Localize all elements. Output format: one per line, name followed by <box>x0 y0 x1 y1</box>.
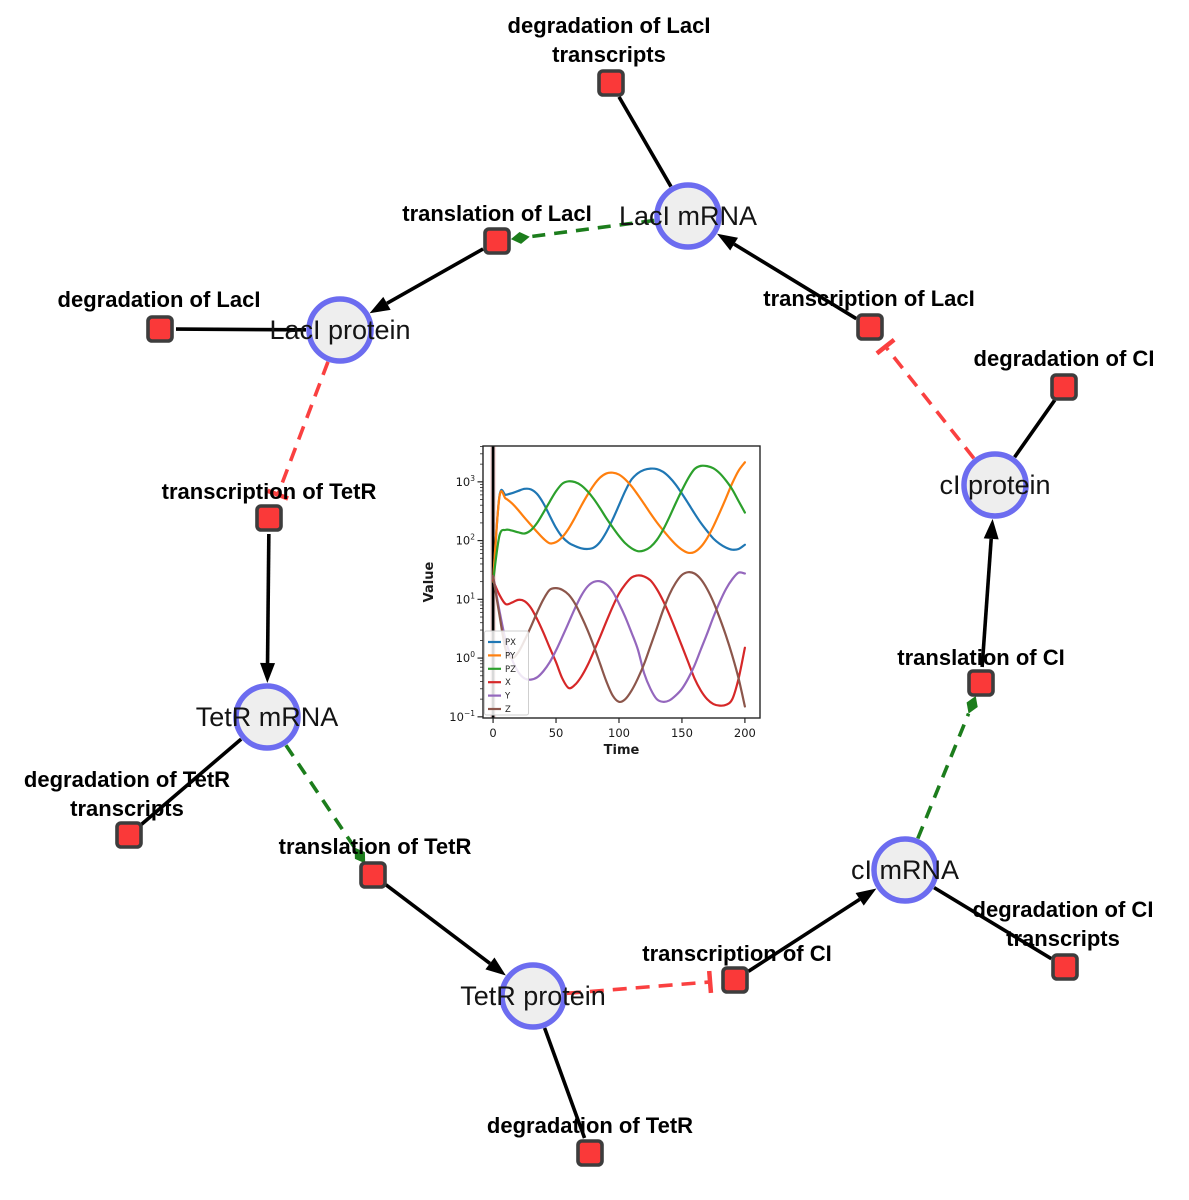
edge-modifier-laci_mrna-transl_laci-diamond <box>510 232 530 244</box>
legend-label-Z: Z <box>505 705 511 715</box>
species-label-laci_protein: LacI protein <box>269 315 410 345</box>
reaction-node-deg_tetr_transcripts[interactable] <box>115 821 143 849</box>
edge-product-transcr_ci-ci_mrna-arrowhead <box>855 888 877 906</box>
x-tick-label: 200 <box>734 726 756 740</box>
species-label-laci_mrna: LacI mRNA <box>619 201 757 231</box>
species-label-ci_mrna: cI mRNA <box>851 855 959 885</box>
species-node-ci_protein[interactable] <box>961 451 1029 519</box>
y-tick-label: 101 <box>456 591 476 606</box>
edge-product-transl_tetr-tetr_protein <box>384 883 492 965</box>
chart-legend: PX PY PZ XYZ <box>484 630 529 716</box>
reaction-label-deg_ci_transcripts: degradation of CI transcripts <box>973 897 1154 951</box>
edge-product-transcr_ci-ci_mrna <box>747 897 861 973</box>
label-layer: degradation of LacI transcripts translatio… <box>24 13 1155 1138</box>
chart-series-PX <box>491 467 746 583</box>
y-tick-label: 103 <box>456 474 476 489</box>
reaction-label-deg_laci: degradation of LacI <box>58 287 261 312</box>
edge-product-transl_ci-ci_protein-arrowhead <box>983 518 999 540</box>
edge-modifier-tetr_mrna-transl_tetr-diamond <box>354 847 366 864</box>
edge-layer <box>139 95 1057 1139</box>
reaction-label-deg_tetr: degradation of TetR <box>487 1113 693 1138</box>
edge-reactant-ci_mrna-deg_ci_transcripts <box>933 886 1053 961</box>
legend-label-PZ: PZ <box>505 665 516 675</box>
reaction-label-deg_ci: degradation of CI <box>974 346 1155 371</box>
edge-inhibitor-tetr_protein-transcr_ci-tee <box>706 970 714 994</box>
inset-timecourse-chart: 0 50 100 150 20010−1100101102103TimeValuePXP… <box>422 445 761 758</box>
legend-label-PX: PX <box>505 638 516 648</box>
species-label-tetr_mrna: TetR mRNA <box>196 702 339 732</box>
edge-inhibitor-ci_protein-transcr_laci <box>884 345 976 460</box>
species-label-ci_protein: cI protein <box>939 470 1050 500</box>
species-node-tetr_mrna[interactable] <box>233 683 301 751</box>
reaction-node-deg_laci[interactable] <box>146 315 174 343</box>
reaction-node-transcr_tetr[interactable] <box>255 504 283 532</box>
edge-product-transcr_laci-laci_mrna-arrowhead <box>717 233 739 251</box>
edge-product-transcr_tetr-tetr_mrna <box>265 533 271 664</box>
edge-product-transcr_tetr-tetr_mrna-arrowhead <box>260 662 276 684</box>
reaction-node-deg_ci_transcripts[interactable] <box>1051 953 1079 981</box>
chart-series-X <box>491 574 746 707</box>
reaction-node-transl_tetr[interactable] <box>359 861 387 889</box>
x-tick-label: 0 <box>489 726 496 740</box>
reaction-label-transcr_tetr: transcription of TetR <box>162 479 377 504</box>
species-label-tetr_protein: TetR protein <box>460 981 606 1011</box>
chart-series-PZ <box>491 464 746 583</box>
chart-series-PY <box>491 461 746 583</box>
reaction-node-transcr_ci[interactable] <box>721 966 749 994</box>
legend-box <box>484 630 529 716</box>
reaction-label-transcr_laci: transcription of LacI <box>763 286 974 311</box>
edge-reactant-laci_mrna-deg_laci_transcripts <box>617 95 673 188</box>
x-tick-label: 50 <box>549 726 564 740</box>
edge-reactant-tetr_mrna-deg_tetr_transcripts <box>139 737 243 826</box>
y-tick-label: 100 <box>456 650 476 665</box>
reaction-layer <box>115 69 1079 1167</box>
edge-inhibitor-laci_protein-transcr_tetr-tee <box>266 488 289 501</box>
x-tick-label: 100 <box>608 726 630 740</box>
y-tick-label: 102 <box>456 533 476 548</box>
edge-product-transl_laci-laci_protein-arrowhead <box>369 296 391 314</box>
x-tick-label: 150 <box>671 726 693 740</box>
y-tick-label: 10−1 <box>449 709 475 724</box>
edge-reactant-laci_protein-deg_laci <box>175 327 307 332</box>
edge-inhibitor-laci_protein-transcr_tetr <box>276 361 330 496</box>
reaction-label-deg_tetr_transcripts: degradation of TetR transcripts <box>24 767 230 821</box>
reaction-label-deg_laci_transcripts: degradation of LacI transcripts <box>508 13 711 67</box>
reaction-node-transl_ci[interactable] <box>967 669 995 697</box>
edge-modifier-tetr_mrna-transl_tetr <box>284 744 357 849</box>
species-layer <box>233 182 1029 1030</box>
edge-reactant-ci_protein-deg_ci <box>1013 399 1057 459</box>
reaction-node-transl_laci[interactable] <box>483 227 511 255</box>
chart-series-Y <box>491 571 746 703</box>
x-axis-label: Time <box>604 743 640 758</box>
edge-reactant-tetr_protein-deg_tetr <box>542 1027 587 1139</box>
reaction-label-transcr_ci: transcription of CI <box>642 941 831 966</box>
species-node-laci_protein[interactable] <box>306 296 374 364</box>
reaction-node-deg_tetr[interactable] <box>576 1139 604 1167</box>
legend-label-Y: Y <box>504 692 511 702</box>
species-node-laci_mrna[interactable] <box>654 182 722 250</box>
reaction-node-deg_ci[interactable] <box>1050 373 1078 401</box>
species-node-ci_mrna[interactable] <box>871 836 939 904</box>
reaction-label-transl_tetr: translation of TetR <box>279 834 472 859</box>
y-axis-label: Value <box>422 561 437 602</box>
reaction-label-transl_ci: translation of CI <box>897 645 1064 670</box>
edge-modifier-ci_mrna-transl_ci <box>916 712 971 840</box>
edge-product-transl_ci-ci_protein <box>980 538 993 668</box>
edge-modifier-ci_mrna-transl_ci-diamond <box>966 695 978 714</box>
edge-product-transl_tetr-tetr_protein-arrowhead <box>485 957 506 976</box>
chart-series-Z <box>491 571 746 708</box>
legend-label-PY: PY <box>505 651 516 661</box>
reaction-label-transl_laci: translation of LacI <box>402 201 591 226</box>
reaction-node-transcr_laci[interactable] <box>856 313 884 341</box>
legend-label-X: X <box>505 678 511 688</box>
reaction-node-deg_laci_transcripts[interactable] <box>597 69 625 97</box>
species-node-tetr_protein[interactable] <box>499 962 567 1030</box>
edge-product-transcr_laci-laci_mrna <box>733 242 858 321</box>
edge-product-transl_laci-laci_protein <box>386 247 484 305</box>
edge-inhibitor-ci_protein-transcr_laci-tee <box>875 338 896 356</box>
edge-inhibitor-tetr_protein-transcr_ci <box>566 980 711 996</box>
